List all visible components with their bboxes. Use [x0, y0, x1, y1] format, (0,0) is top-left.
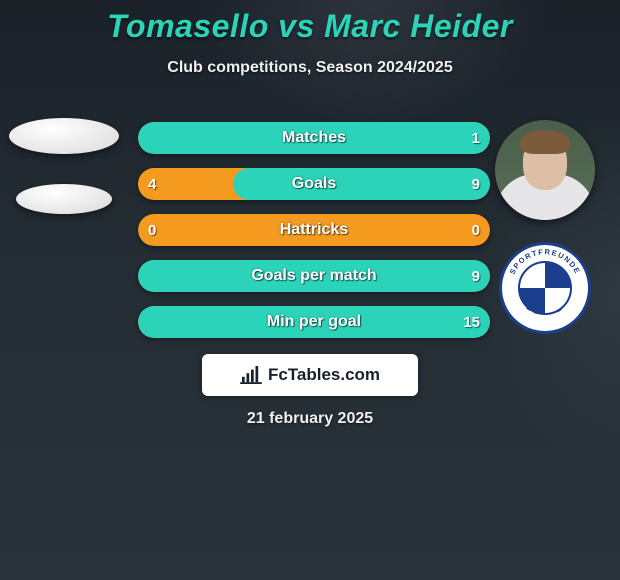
page-title: Tomasello vs Marc Heider [0, 0, 620, 45]
stat-bar: Min per goal15 [138, 306, 490, 338]
chart-icon [240, 366, 262, 384]
left-player-column [8, 118, 120, 214]
right-club-badge: SPORTFREUNDE LOTTE [499, 242, 591, 334]
stat-bar: Matches1 [138, 122, 490, 154]
stat-bar: Goals49 [138, 168, 490, 200]
brand-badge[interactable]: FcTables.com [202, 354, 418, 396]
comparison-bars: Matches1 Goals49 Hattricks00 Goals per matc… [138, 122, 490, 338]
page-subtitle: Club competitions, Season 2024/2025 [0, 59, 620, 77]
right-player-column: SPORTFREUNDE LOTTE [490, 120, 600, 334]
left-player-placeholder [9, 118, 119, 154]
stat-bar: Goals per match9 [138, 260, 490, 292]
comparison-card: Tomasello vs Marc Heider Club competitio… [0, 0, 620, 580]
left-club-placeholder [16, 184, 112, 214]
brand-fc: Fc [268, 365, 288, 384]
footer-date: 21 february 2025 [0, 410, 620, 428]
brand-rest: Tables.com [288, 365, 380, 384]
right-player-photo [495, 120, 595, 220]
stat-bar: Hattricks00 [138, 214, 490, 246]
